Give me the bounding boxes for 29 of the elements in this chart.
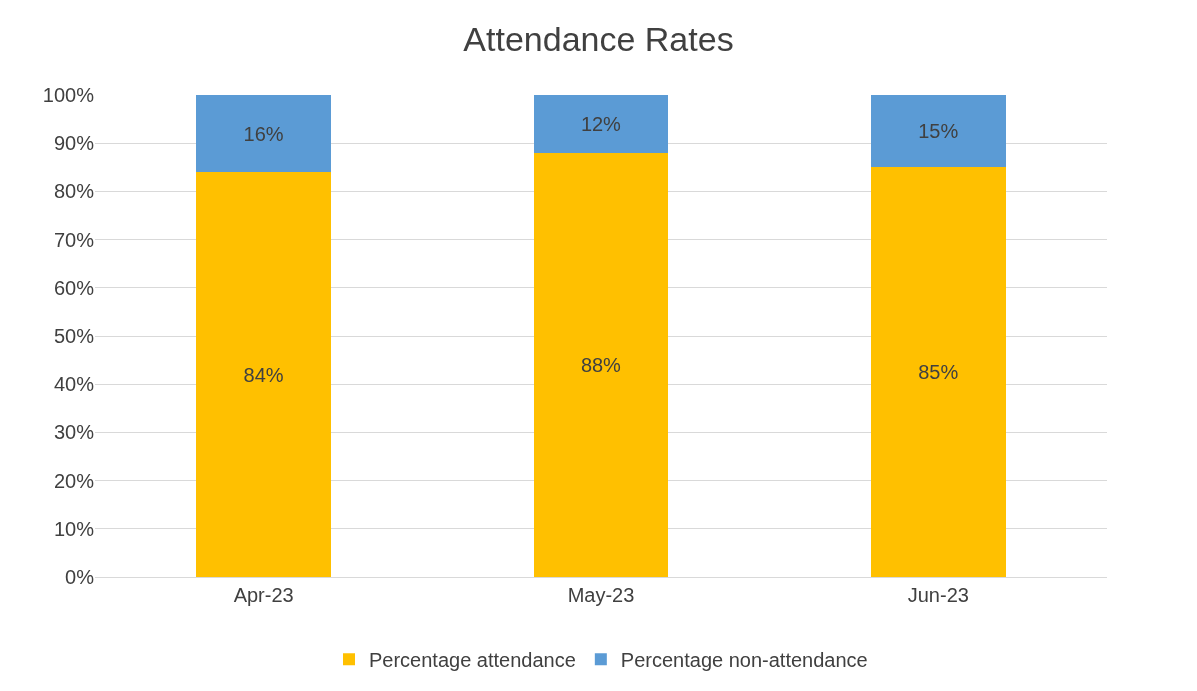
data-label: 16% xyxy=(243,122,284,145)
y-tick-label: 50% xyxy=(53,325,95,347)
y-tick-label: 20% xyxy=(53,469,95,492)
data-label: 88% xyxy=(580,353,622,376)
chart-title: Attendance Rates xyxy=(463,20,734,59)
x-tick-label: May-23 xyxy=(567,584,635,606)
y-tick-label: 0% xyxy=(65,566,95,588)
legend-label: Percentage attendance xyxy=(369,648,576,671)
y-tick-label: 90% xyxy=(53,132,95,155)
data-label: 15% xyxy=(918,120,959,143)
data-label: 84% xyxy=(243,363,284,386)
y-tick-label: 70% xyxy=(53,228,95,251)
x-tick-label: Apr-23 xyxy=(233,584,294,606)
data-label: 85% xyxy=(918,361,959,384)
legend-label: Percentage non-attendance xyxy=(620,648,868,671)
bar xyxy=(870,167,1006,577)
y-tick-label: 10% xyxy=(53,517,95,540)
bar xyxy=(870,95,1006,168)
bar xyxy=(533,95,669,153)
data-label: 12% xyxy=(580,112,622,135)
y-tick-label: 100% xyxy=(42,84,95,106)
y-tick-label: 80% xyxy=(53,180,95,203)
bar xyxy=(533,152,669,577)
x-tick-label: Jun-23 xyxy=(907,584,969,606)
bar xyxy=(196,172,332,577)
y-tick-label: 40% xyxy=(53,373,95,396)
y-tick-label: 60% xyxy=(53,276,95,299)
y-tick-label: 30% xyxy=(53,421,95,444)
bar xyxy=(196,95,332,173)
